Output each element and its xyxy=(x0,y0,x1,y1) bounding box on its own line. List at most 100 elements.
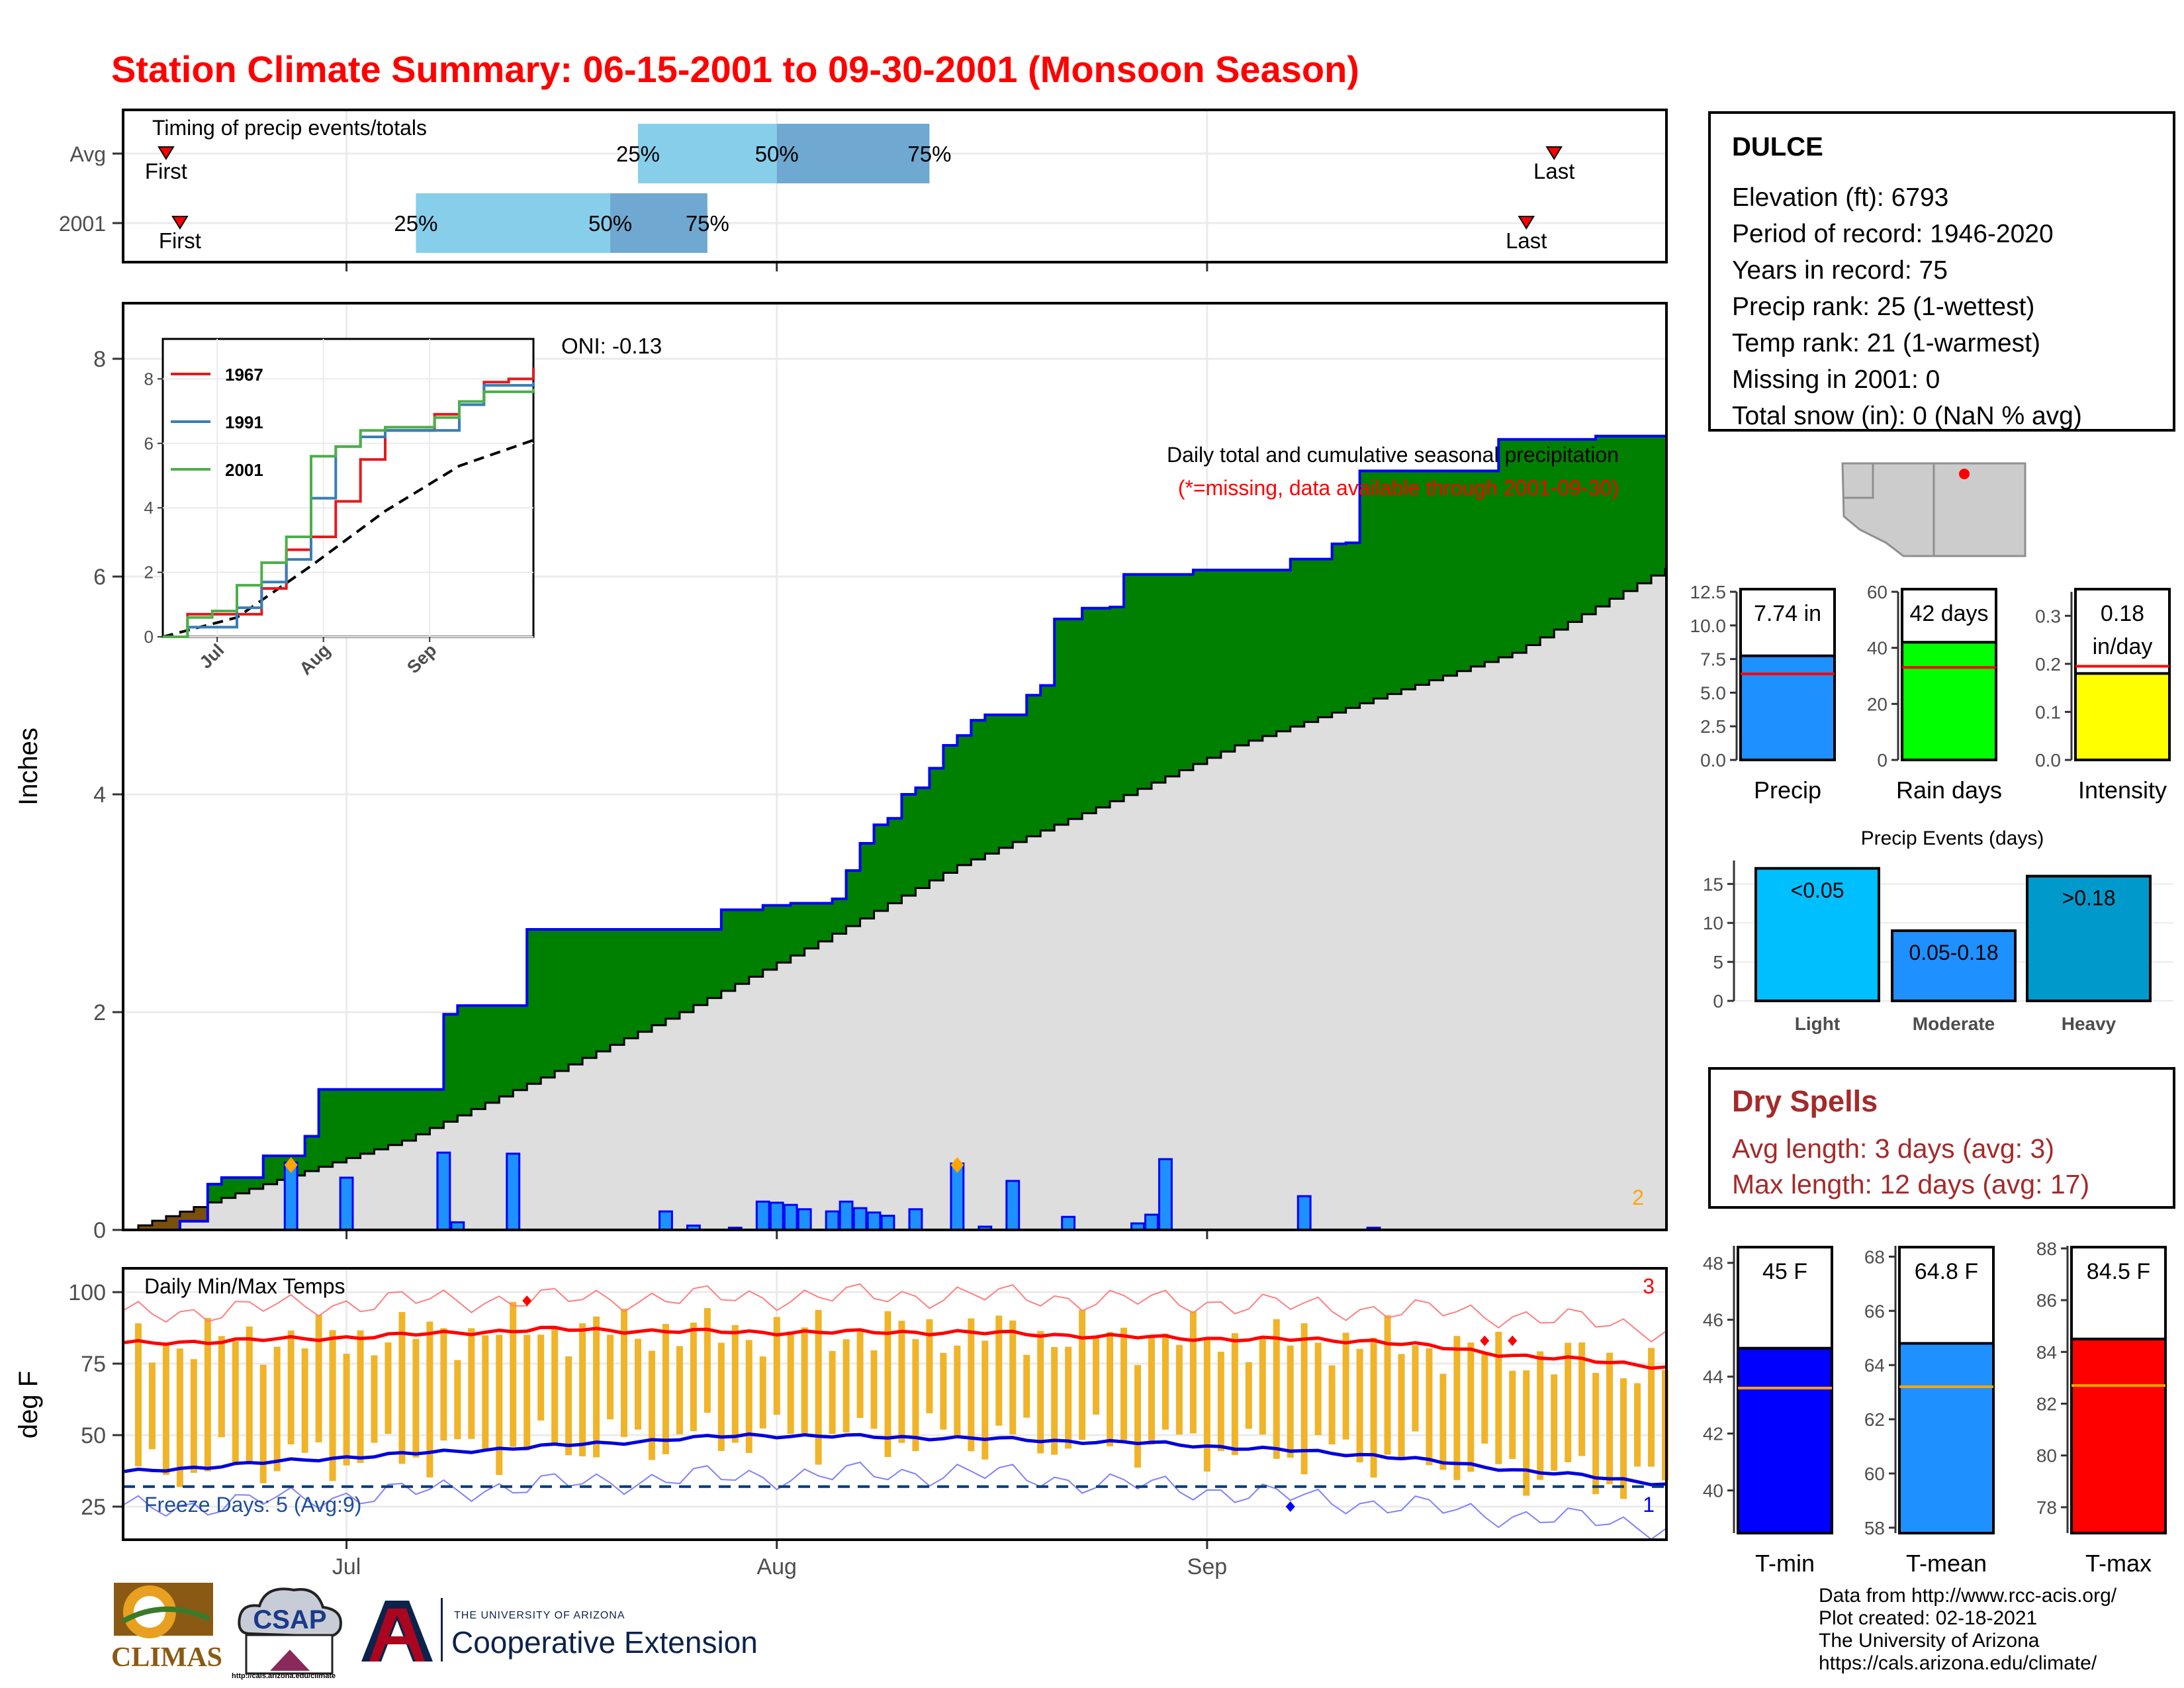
station-temp-rank: Temp rank: 21 (1-warmest) xyxy=(1732,329,2040,357)
credits: Data from http://www.rcc-acis.org/ Plot … xyxy=(1819,1585,2116,1675)
inset-legend-label: 2001 xyxy=(225,460,263,480)
daily-precip-bar xyxy=(755,1200,770,1231)
credit-plot-created: Plot created: 02-18-2021 xyxy=(1819,1607,2038,1629)
summary-y-tick-label: 48 xyxy=(1703,1253,1723,1274)
daily-precip-bar xyxy=(436,1151,451,1231)
summary-category-label: Rain days xyxy=(1896,776,2002,804)
map-state-border xyxy=(1843,463,1874,499)
daily-temp-bar xyxy=(648,1350,655,1460)
daily-temp-bar xyxy=(1093,1336,1100,1415)
daily-temp-bar xyxy=(1107,1332,1114,1446)
inset-y-tick-label: 0 xyxy=(144,627,154,647)
timing-label-first: First xyxy=(159,228,201,253)
timing-label-75: 75% xyxy=(686,211,729,236)
daily-precip-bar xyxy=(908,1208,923,1231)
daily-temp-bar xyxy=(204,1317,211,1472)
daily-temp-bar xyxy=(1051,1346,1058,1455)
daily-temp-bar xyxy=(329,1330,336,1481)
summary-y-tick-label: 64 xyxy=(1864,1355,1885,1376)
daily-precip-bar xyxy=(825,1210,840,1231)
summary-value-label: 64.8 F xyxy=(1915,1259,1978,1284)
daily-temp-bar xyxy=(1467,1342,1475,1472)
daily-temp-bar xyxy=(995,1315,1003,1426)
daily-temp-bar xyxy=(1592,1372,1600,1495)
summary-category-label: Precip xyxy=(1754,776,1821,804)
daily-temp-bar xyxy=(1300,1323,1308,1475)
summary-y-tick-label: 42 xyxy=(1703,1424,1723,1444)
summary-y-tick-label: 60 xyxy=(1864,1464,1885,1484)
daily-temp-bar xyxy=(704,1308,711,1413)
daily-temp-bar xyxy=(1495,1331,1502,1464)
temps-y-tick-label: 100 xyxy=(68,1280,106,1305)
temps-x-tick-label: Jul xyxy=(332,1554,361,1579)
daily-temp-bar xyxy=(635,1338,641,1430)
daily-temp-bar xyxy=(745,1340,752,1453)
temps-count-bottom: 1 xyxy=(1643,1493,1655,1517)
summary-y-tick-label: 58 xyxy=(1864,1518,1885,1538)
daily-temp-bar xyxy=(148,1362,156,1450)
temps-x-tick-label: Aug xyxy=(756,1554,797,1579)
timing-first-marker xyxy=(158,146,175,160)
cumulative-y-tick-label: 8 xyxy=(93,347,106,372)
daily-temp-bar xyxy=(343,1354,350,1466)
summary-y-tick-label: 5.0 xyxy=(1700,682,1726,703)
daily-temp-bar xyxy=(134,1323,142,1467)
daily-precip-bar xyxy=(1297,1195,1312,1231)
station-precip-rank: Precip rank: 25 (1-wettest) xyxy=(1732,293,2035,321)
timing-last-marker xyxy=(1545,146,1563,160)
daily-temp-bar xyxy=(759,1356,766,1429)
csap-logo-text: CSAP xyxy=(253,1605,326,1634)
summary-y-tick-label: 66 xyxy=(1864,1301,1885,1321)
daily-temp-bar xyxy=(537,1335,545,1421)
daily-temp-bar xyxy=(1384,1315,1391,1455)
daily-temp-bar xyxy=(1203,1338,1210,1472)
cumulative-corner-label: 2 xyxy=(1632,1186,1644,1209)
daily-temp-bar xyxy=(1148,1337,1155,1445)
events-category-label: Light xyxy=(1795,1013,1840,1034)
timing-label-50: 50% xyxy=(588,211,632,236)
freeze-days-label: Freeze Days: 5 (Avg:9) xyxy=(144,1493,361,1517)
daily-temp-bar xyxy=(371,1355,378,1443)
daily-temp-bar xyxy=(398,1312,406,1464)
daily-temp-bar xyxy=(426,1321,433,1477)
station-missing: Missing in 2001: 0 xyxy=(1732,365,1940,394)
daily-temp-bar xyxy=(829,1350,836,1434)
events-bar-label: <0.05 xyxy=(1791,878,1844,902)
summary-y-tick-label: 86 xyxy=(2036,1290,2057,1311)
daily-temp-bar xyxy=(1565,1342,1572,1462)
events-y-tick-label: 0 xyxy=(1713,991,1723,1011)
summary-y-tick-label: 7.5 xyxy=(1700,649,1726,670)
daily-precip-bar xyxy=(659,1210,673,1231)
timing-last-marker xyxy=(1518,216,1535,230)
credit-url: https://cals.arizona.edu/climate/ xyxy=(1819,1652,2097,1674)
daily-temp-bar xyxy=(1481,1353,1488,1444)
events-title: Precip Events (days) xyxy=(1861,827,2044,849)
inset-legend-label: 1967 xyxy=(225,365,263,385)
timing-label-75: 75% xyxy=(907,142,951,166)
daily-temp-bar xyxy=(1634,1383,1641,1467)
daily-temp-bar xyxy=(815,1309,822,1465)
daily-temp-bar xyxy=(301,1348,308,1453)
timing-row-label: Avg xyxy=(69,142,106,166)
inset-legend-label: 1991 xyxy=(225,412,263,432)
daily-temp-bar xyxy=(1314,1342,1322,1436)
dry-spells-title: Dry Spells xyxy=(1732,1084,1878,1118)
events-y-tick-label: 15 xyxy=(1703,874,1723,894)
daily-temp-bar xyxy=(621,1309,628,1437)
timing-first-marker xyxy=(171,216,189,230)
timing-label-last: Last xyxy=(1533,159,1574,183)
summary-y-tick-label: 0.3 xyxy=(2035,606,2061,626)
summary-y-tick-label: 0.2 xyxy=(2035,654,2061,675)
summary-y-tick-label: 0.0 xyxy=(1700,750,1726,771)
daily-temp-bar xyxy=(870,1350,878,1429)
summary-y-tick-label: 0.1 xyxy=(2035,702,2061,722)
daily-temp-bar xyxy=(1342,1333,1349,1440)
daily-temp-bar xyxy=(593,1316,600,1458)
daily-temp-bar xyxy=(884,1311,891,1458)
ua-logo-icon xyxy=(361,1601,433,1662)
cumulative-panel-border xyxy=(122,302,1668,1231)
cumulative-subtitle: (*=missing, data available through 2001-… xyxy=(1178,476,1619,500)
daily-temp-bar xyxy=(1398,1354,1405,1459)
events-y-tick-label: 10 xyxy=(1703,913,1723,933)
timing-bar-50-75 xyxy=(610,193,707,253)
